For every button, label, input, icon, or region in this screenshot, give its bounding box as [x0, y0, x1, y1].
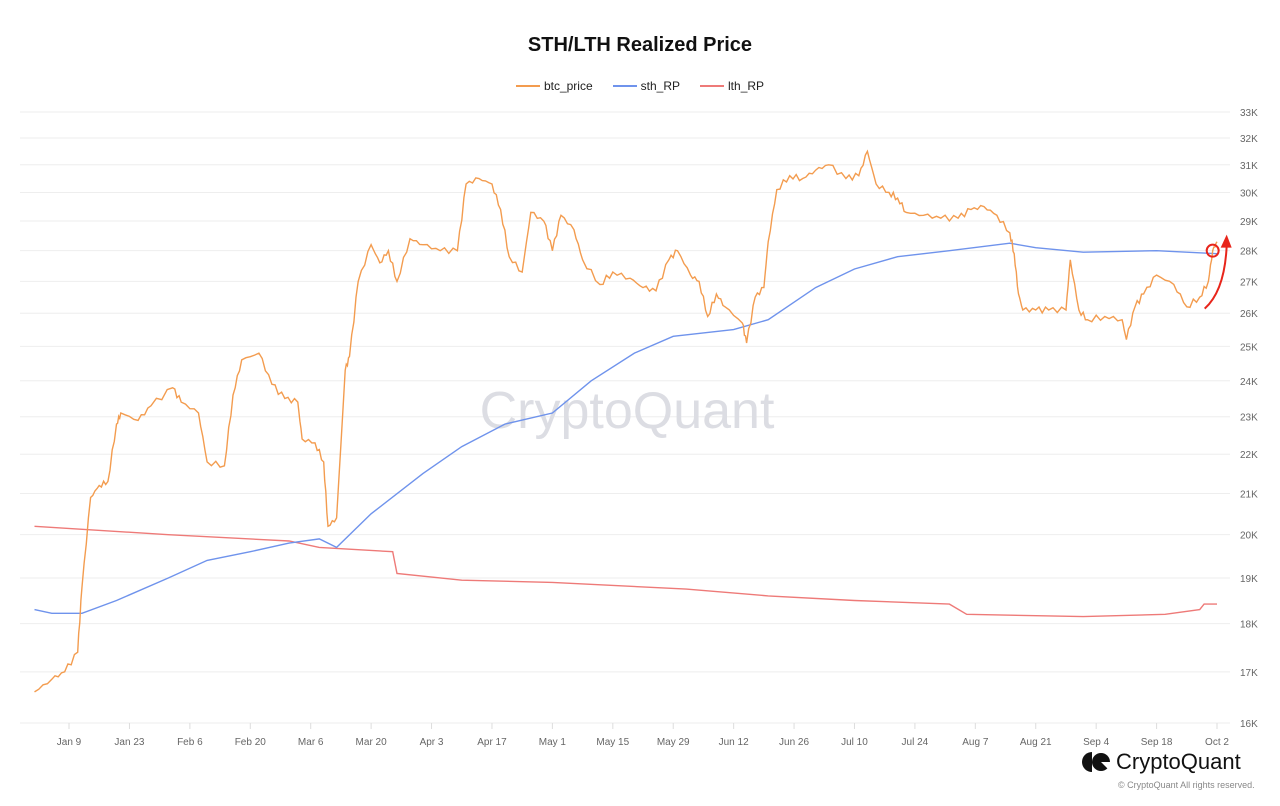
legend-item-lth-rp[interactable]: lth_RP: [700, 79, 764, 93]
x-tick-label: Apr 3: [420, 737, 444, 748]
x-tick-label: Mar 20: [356, 737, 388, 748]
brand-logo: CryptoQuant: [1082, 749, 1241, 775]
y-tick-label: 29K: [1240, 217, 1258, 228]
copyright: © CryptoQuant All rights reserved.: [1118, 780, 1255, 790]
y-tick-label: 32K: [1240, 134, 1258, 145]
y-tick-label: 19K: [1240, 574, 1258, 585]
x-tick-label: Jun 12: [719, 737, 749, 748]
x-tick-label: Aug 7: [962, 737, 989, 748]
legend-swatch: [515, 85, 540, 87]
legend-item-btc-price[interactable]: btc_price: [515, 79, 593, 93]
y-tick-label: 26K: [1240, 309, 1258, 320]
brand-name: CryptoQuant: [1116, 749, 1241, 774]
x-tick-label: Jan 9: [57, 737, 82, 748]
legend: btc_price sth_RP lth_RP: [0, 79, 1280, 93]
annotation-arrowhead: [1220, 234, 1232, 248]
y-tick-label: 17K: [1240, 668, 1258, 679]
legend-label: btc_price: [543, 79, 593, 93]
x-tick-label: May 1: [539, 737, 567, 748]
x-tick-label: Sep 18: [1141, 737, 1173, 748]
y-tick-label: 30K: [1240, 188, 1258, 199]
x-tick-label: May 15: [596, 737, 629, 748]
legend-swatch: [700, 85, 725, 87]
y-tick-label: 20K: [1240, 531, 1258, 542]
x-tick-label: Jan 23: [114, 737, 144, 748]
x-tick-label: Feb 20: [235, 737, 267, 748]
legend-swatch: [612, 85, 637, 87]
y-tick-label: 18K: [1240, 620, 1258, 631]
x-tick-label: May 29: [657, 737, 690, 748]
legend-label: lth_RP: [728, 79, 765, 93]
y-tick-label: 33K: [1240, 108, 1258, 119]
y-tick-label: 27K: [1240, 277, 1258, 288]
x-tick-label: Feb 6: [177, 737, 203, 748]
x-tick-label: Jun 26: [779, 737, 809, 748]
cryptoquant-logo-icon: [1082, 752, 1110, 772]
watermark: CryptoQuant: [480, 382, 775, 440]
y-tick-label: 22K: [1240, 450, 1258, 461]
y-tick-label: 25K: [1240, 342, 1258, 353]
y-tick-label: 21K: [1240, 489, 1258, 500]
y-tick-label: 16K: [1240, 719, 1258, 730]
y-tick-label: 28K: [1240, 247, 1258, 258]
x-tick-label: Aug 21: [1020, 737, 1052, 748]
x-tick-label: Oct 2: [1205, 737, 1229, 748]
series-line-sth-rp: [34, 242, 1218, 614]
y-tick-label: 24K: [1240, 377, 1258, 388]
x-tick-label: Jul 24: [902, 737, 929, 748]
y-tick-label: 31K: [1240, 161, 1258, 172]
x-tick-label: Sep 4: [1083, 737, 1110, 748]
series-line-lth-rp: [34, 525, 1217, 618]
x-tick-label: Jul 10: [841, 737, 868, 748]
annotation-circle: [1205, 243, 1220, 258]
x-tick-label: Apr 17: [477, 737, 507, 748]
series-line-btc-price: [34, 149, 1218, 693]
chart-title: STH/LTH Realized Price: [527, 34, 753, 56]
annotation-arrow: [1204, 245, 1228, 310]
legend-label: sth_RP: [640, 79, 681, 93]
y-tick-label: 23K: [1240, 413, 1258, 424]
x-tick-label: Mar 6: [298, 737, 324, 748]
legend-item-sth-rp[interactable]: sth_RP: [612, 79, 681, 93]
